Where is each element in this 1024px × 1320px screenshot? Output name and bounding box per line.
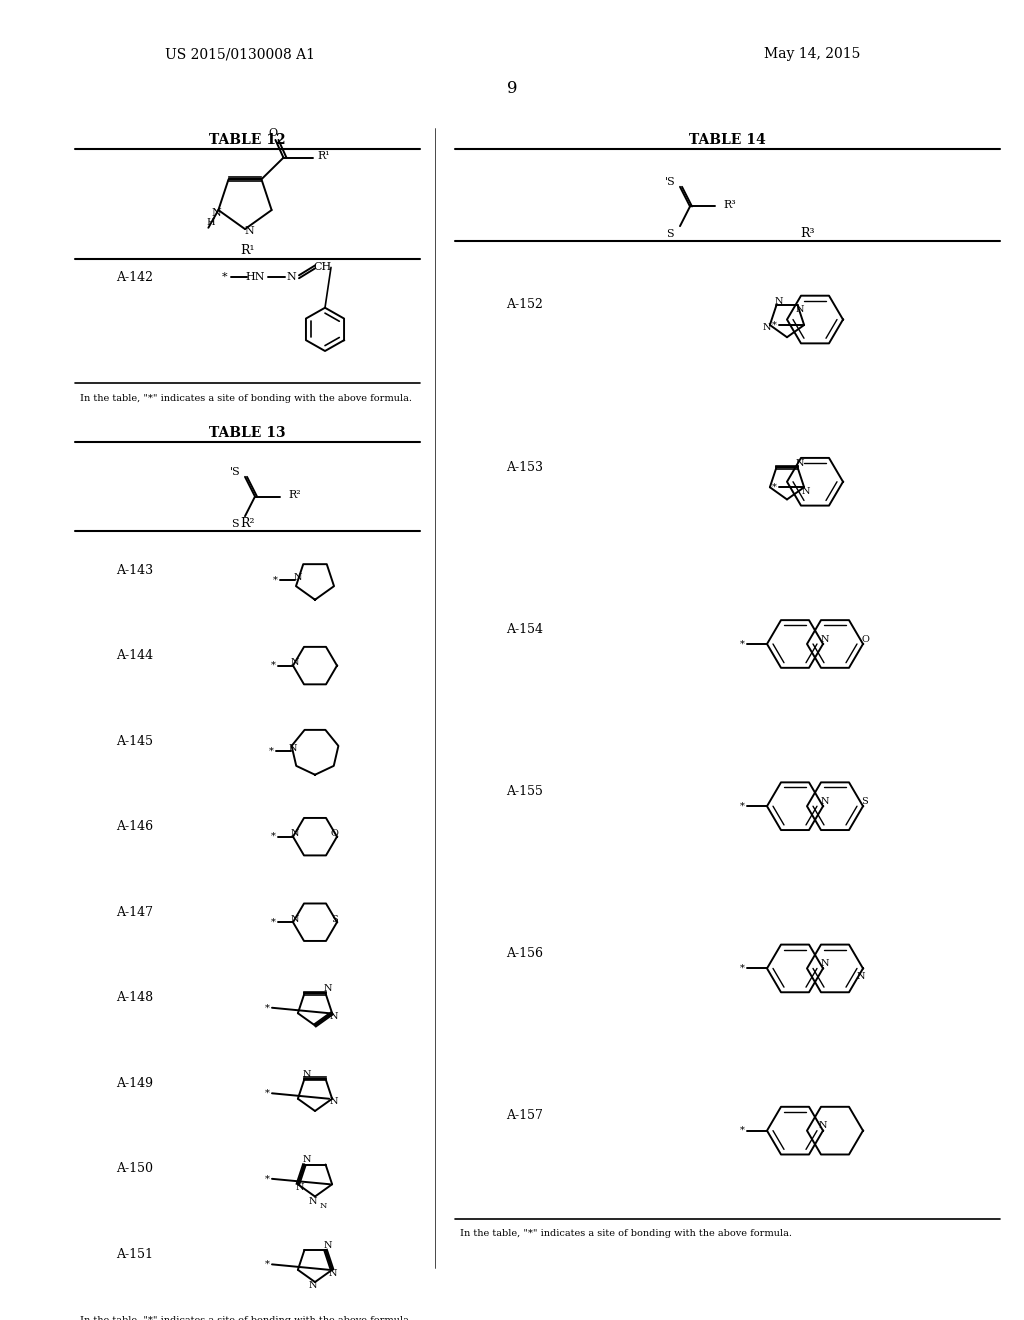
Text: N: N [291,659,299,667]
Text: N: N [296,1183,304,1192]
Text: N: N [286,272,296,282]
Text: N: N [244,226,254,236]
Text: R¹: R¹ [317,150,330,161]
Text: *: * [270,661,275,671]
Text: *: * [222,272,227,282]
Text: A-148: A-148 [117,991,154,1005]
Text: TABLE 13: TABLE 13 [209,425,286,440]
Text: 9: 9 [507,81,517,96]
Text: *: * [270,917,275,927]
Text: N: N [309,1197,317,1206]
Text: N: N [330,1011,338,1020]
Text: A-153: A-153 [507,461,544,474]
Text: N: N [319,1203,327,1210]
Text: N: N [763,323,771,333]
Text: *: * [772,483,776,492]
Text: *: * [264,1259,269,1269]
Text: 'S: 'S [665,177,676,187]
Text: R³: R³ [800,227,815,239]
Text: N: N [796,305,804,314]
Text: H: H [206,218,215,227]
Text: N: N [212,209,221,218]
Text: *: * [264,1003,269,1012]
Text: A-150: A-150 [117,1163,154,1176]
Text: May 14, 2015: May 14, 2015 [764,48,860,61]
Text: N: N [802,487,810,495]
Text: *: * [270,832,275,841]
Text: N: N [324,1241,332,1250]
Text: A-151: A-151 [117,1247,154,1261]
Text: A-149: A-149 [117,1077,154,1090]
Text: *: * [772,321,776,330]
Text: O: O [268,128,278,139]
Text: A-152: A-152 [507,298,544,312]
Text: *: * [272,576,278,585]
Text: S: S [667,228,674,239]
Text: A-142: A-142 [117,271,154,284]
Text: CH: CH [314,263,332,272]
Text: R¹: R¹ [241,244,255,257]
Text: A-147: A-147 [117,906,154,919]
Text: US 2015/0130008 A1: US 2015/0130008 A1 [165,48,315,61]
Text: N: N [821,635,829,644]
Text: 'S: 'S [229,467,241,477]
Text: TABLE 12: TABLE 12 [209,132,286,147]
Text: N: N [821,960,829,968]
Text: In the table, "*" indicates a site of bonding with the above formula.: In the table, "*" indicates a site of bo… [460,1229,792,1238]
Text: In the table, "*" indicates a site of bonding with the above formula.: In the table, "*" indicates a site of bo… [80,393,412,403]
Text: A-144: A-144 [117,649,154,663]
Text: R²: R² [241,516,255,529]
Text: S: S [231,519,239,529]
Text: N: N [330,1097,338,1106]
Text: A-146: A-146 [117,820,154,833]
Text: N: N [819,1121,827,1130]
Text: N: N [291,829,299,838]
Text: N: N [302,1069,310,1078]
Text: N: N [796,459,804,469]
Text: N: N [309,1282,317,1291]
Text: O: O [861,635,869,644]
Text: N: N [329,1270,337,1278]
Text: *: * [739,1126,744,1135]
Text: In the table, "*" indicates a site of bonding with the above formula.: In the table, "*" indicates a site of bo… [80,1316,412,1320]
Text: R²: R² [289,490,301,499]
Text: TABLE 14: TABLE 14 [689,132,766,147]
Text: N: N [857,972,865,981]
Text: HN: HN [246,272,265,282]
Text: N: N [774,297,782,306]
Text: *: * [739,801,744,810]
Text: N: N [289,743,297,752]
Text: S: S [861,797,868,805]
Text: *: * [739,639,744,648]
Text: R³: R³ [724,199,736,210]
Text: *: * [739,964,744,973]
Text: *: * [268,747,273,755]
Text: N: N [821,797,829,805]
Text: N: N [324,983,332,993]
Text: *: * [264,1175,269,1183]
Text: A-155: A-155 [507,785,544,799]
Text: A-154: A-154 [507,623,544,636]
Text: *: * [264,1089,269,1098]
Text: S: S [331,915,337,924]
Text: A-143: A-143 [117,564,154,577]
Text: N: N [291,915,299,924]
Text: A-145: A-145 [117,735,154,748]
Text: N: N [294,573,302,582]
Text: A-156: A-156 [507,948,544,960]
Text: N: N [302,1155,310,1164]
Text: A-157: A-157 [507,1109,544,1122]
Text: O: O [330,829,338,838]
